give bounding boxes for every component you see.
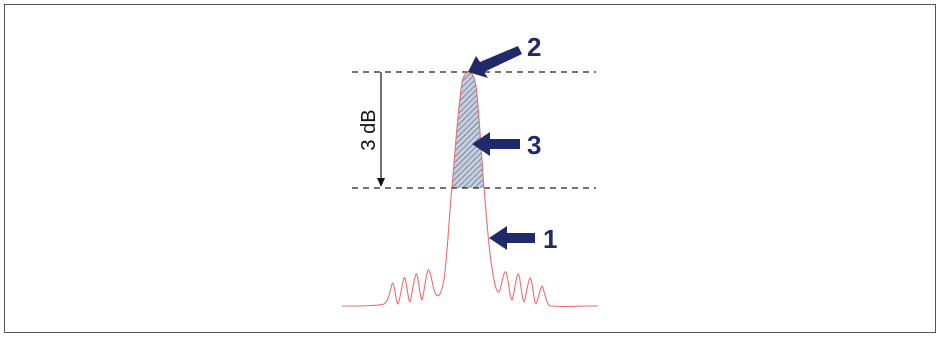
- marker-2-label: 2: [527, 32, 541, 62]
- marker-1-label: 1: [543, 224, 557, 254]
- marker-1-arrow: [489, 226, 535, 250]
- marker-3-label: 3: [527, 130, 541, 160]
- level-dimension-arrow: [377, 72, 385, 187]
- level-label: 3 dB: [358, 109, 380, 150]
- marker-3-arrow: [472, 132, 520, 156]
- marker-2-arrow: [468, 46, 522, 78]
